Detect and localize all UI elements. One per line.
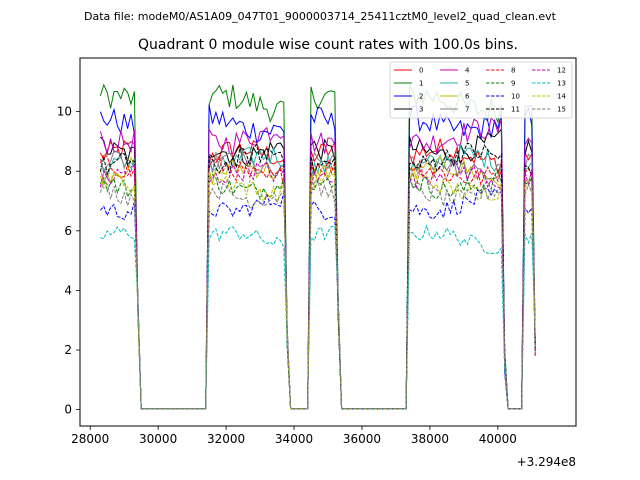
y-tick-label: 2: [64, 343, 72, 357]
x-tick-label: 34000: [275, 432, 313, 446]
x-axis: 28000 30000 32000 34000 36000 38000 40000: [71, 426, 517, 446]
y-tick-label: 6: [64, 224, 72, 238]
series-line-7: [99, 149, 536, 410]
x-tick-label: 30000: [139, 432, 177, 446]
x-tick-label: 28000: [71, 432, 109, 446]
x-tick-label: 40000: [479, 432, 517, 446]
series-line-14: [99, 169, 536, 410]
chart-title: Quadrant 0 module wise count rates with …: [138, 37, 518, 53]
series-line-15: [99, 178, 536, 410]
y-tick-label: 10: [57, 105, 72, 119]
legend-label-6: 6: [465, 93, 470, 101]
legend-label-9: 9: [511, 80, 515, 88]
legend-label-0: 0: [419, 67, 423, 75]
x-offset-label: +3.294e8: [517, 455, 576, 469]
legend-label-12: 12: [557, 67, 566, 75]
legend-label-11: 11: [511, 106, 520, 114]
legend-label-8: 8: [511, 67, 515, 75]
series-line-5: [100, 143, 536, 410]
legend-label-5: 5: [465, 80, 469, 88]
y-tick-label: 4: [64, 283, 72, 297]
series-line-9: [99, 168, 536, 410]
series-line-4: [99, 116, 536, 410]
y-axis: 0 2 4 6 8 10: [57, 105, 80, 417]
legend-label-1: 1: [419, 80, 423, 88]
series-line-13: [100, 224, 536, 410]
suptitle: Data file: modeM0/AS1A09_047T01_90000037…: [84, 10, 557, 23]
plot-area: [99, 83, 536, 410]
legend-label-4: 4: [465, 67, 470, 75]
legend-label-15: 15: [557, 106, 566, 114]
axes-frame: [79, 57, 577, 427]
legend-label-10: 10: [511, 93, 520, 101]
x-tick-label: 38000: [411, 432, 449, 446]
x-tick-label: 32000: [207, 432, 245, 446]
series-line-12: [99, 159, 536, 410]
legend-label-7: 7: [465, 106, 469, 114]
legend-label-14: 14: [557, 93, 566, 101]
legend-box: [389, 61, 573, 119]
series-line-6: [99, 155, 536, 410]
x-tick-label: 36000: [343, 432, 381, 446]
y-tick-label: 8: [64, 164, 72, 178]
legend-label-3: 3: [419, 106, 423, 114]
series-line-10: [100, 188, 536, 410]
y-tick-label: 0: [64, 403, 72, 417]
legend-label-13: 13: [557, 80, 566, 88]
legend-label-2: 2: [419, 93, 423, 101]
